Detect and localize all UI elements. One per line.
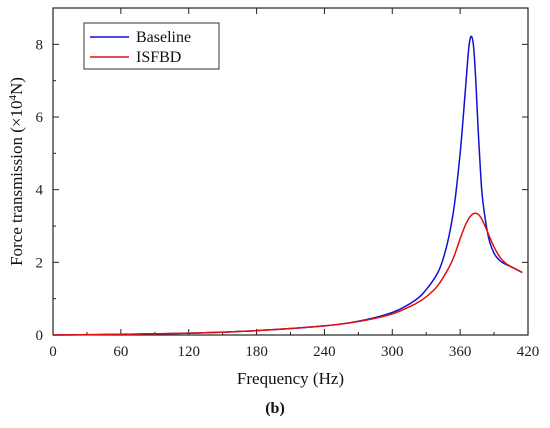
y-tick-label: 6 [36,110,44,126]
y-axis-title: Force transmission (×104N) [7,77,26,266]
y-tick-label: 4 [36,183,44,199]
y-tick-label: 8 [36,37,44,53]
x-tick-label: 60 [113,344,128,360]
x-tick-label: 420 [517,344,540,360]
x-tick-label: 360 [449,344,472,360]
series-line-baseline [52,35,523,336]
series-line-isfbd [52,212,523,336]
y-tick-label: 0 [36,328,44,344]
legend-entry: Baseline [136,29,191,46]
legend-box [83,22,220,70]
figure-caption: (b) [265,400,285,417]
legend: Baseline ISFBD [83,22,220,70]
x-tick-label: 0 [49,344,57,360]
y-axis-title-superscript: 4 [7,95,19,101]
series-layer [52,35,523,336]
y-axis-title-main: Force transmission (×10 [7,101,26,266]
y-axis-title-unit: N) [7,77,26,95]
x-tick-label: 240 [313,344,336,360]
x-axis-ticks: 0 60 120 180 240 300 360 420 [49,8,539,360]
y-axis-ticks: 0 2 4 6 8 [36,37,528,344]
y-tick-label: 2 [36,255,44,271]
x-tick-label: 300 [381,344,404,360]
x-tick-label: 120 [177,344,200,360]
legend-entry: ISFBD [136,49,181,66]
x-tick-label: 180 [245,344,268,360]
x-axis-title: Frequency (Hz) [237,369,344,388]
